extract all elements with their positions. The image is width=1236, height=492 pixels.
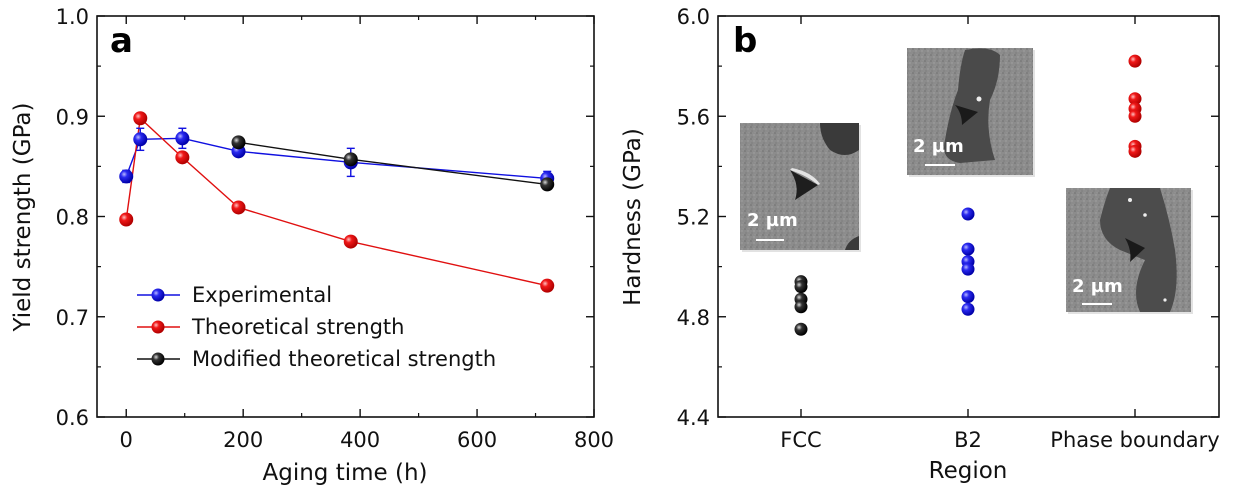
data-point-experimental <box>133 132 148 147</box>
indent-mark <box>1125 238 1145 262</box>
data-point-modified-theoretical-strength <box>540 177 555 192</box>
plot-b-ticks: FCC B2 Phase boundary 4.4 4.8 5.2 5.6 6.0 <box>677 5 1220 452</box>
scale-bar-label-b2: 2 µm <box>913 136 964 157</box>
x-tick-label-a: 0 <box>120 428 133 452</box>
scale-bar-label-phase-boundary: 2 µm <box>1072 276 1123 297</box>
data-point-experimental <box>119 169 134 184</box>
indent-mark <box>790 170 818 200</box>
panel-label-a: a <box>110 21 133 61</box>
x-tick-label-a: 800 <box>574 428 614 452</box>
x-axis-title-b: Region <box>929 458 1008 484</box>
data-point-phase-boundary <box>1128 54 1142 68</box>
scale-bar-label-fcc: 2 µm <box>747 210 798 231</box>
data-point-modified-theoretical-strength <box>343 152 358 167</box>
y-tick-label-a: 0.8 <box>56 206 89 230</box>
legend-label-modified: Modified theoretical strength <box>192 347 496 371</box>
y-tick-label-a: 1.0 <box>56 5 89 29</box>
y-axis-title-b: Hardness (GPa) <box>620 128 646 306</box>
sem-inset-fcc: 2 µm <box>740 123 861 252</box>
plot-a-points <box>119 111 555 293</box>
data-point-theoretical-strength <box>175 150 190 165</box>
data-point-theoretical-strength <box>119 212 134 227</box>
legend-a: Experimental Theoretical strength Modifi… <box>137 283 496 371</box>
x-tick-label-b: FCC <box>780 428 821 452</box>
series-line-theoretical-strength <box>125 116 548 287</box>
data-point-experimental <box>175 131 190 146</box>
legend-item-theoretical: Theoretical strength <box>137 315 404 339</box>
y-tick-label-b: 5.2 <box>677 206 710 230</box>
x-tick-label-a: 400 <box>340 428 380 452</box>
y-tick-label-b: 5.6 <box>677 105 710 129</box>
data-point-theoretical-strength <box>133 111 148 126</box>
panel-a: 0 200 400 600 800 0.6 0.7 0.8 0.9 1.0 a Aging tim… <box>10 5 614 486</box>
legend-marker-modified <box>151 352 165 366</box>
legend-item-experimental: Experimental <box>137 283 332 307</box>
plot-b-points <box>794 54 1142 336</box>
y-tick-label-a: 0.9 <box>56 105 89 129</box>
data-point-theoretical-strength <box>231 200 246 215</box>
data-point-fcc <box>794 280 808 294</box>
plot-a-lines <box>125 116 548 287</box>
data-point-phase-boundary <box>1128 92 1142 106</box>
data-point-fcc <box>794 322 808 336</box>
x-tick-label-a: 600 <box>457 428 497 452</box>
series-line-modified-theoretical-strength <box>238 141 548 186</box>
data-point-b2 <box>961 302 975 316</box>
panel-label-b: b <box>733 21 757 61</box>
legend-label-experimental: Experimental <box>192 283 332 307</box>
legend-label-theoretical: Theoretical strength <box>191 315 404 339</box>
data-point-phase-boundary <box>1128 144 1142 158</box>
data-point-b2 <box>961 207 975 221</box>
y-tick-label-b: 6.0 <box>677 5 710 29</box>
y-tick-label-a: 0.7 <box>56 306 89 330</box>
legend-item-modified: Modified theoretical strength <box>137 347 496 371</box>
data-point-b2 <box>961 290 975 304</box>
data-point-modified-theoretical-strength <box>231 135 246 150</box>
data-point-theoretical-strength <box>343 234 358 249</box>
data-point-theoretical-strength <box>540 278 555 293</box>
sem-inset-phase-boundary: 2 µm <box>1066 188 1193 314</box>
x-tick-label-b: B2 <box>954 428 982 452</box>
indent-mark <box>955 105 978 125</box>
y-axis-title-a: Yield strength (GPa) <box>10 103 36 333</box>
data-point-b2 <box>961 262 975 276</box>
data-point-b2 <box>961 242 975 256</box>
x-axis-title-a: Aging time (h) <box>262 460 427 486</box>
series-line-experimental <box>125 137 548 180</box>
sem-inset-b2: 2 µm <box>907 48 1035 177</box>
plot-a-ticks: 0 200 400 600 800 0.6 0.7 0.8 0.9 1.0 <box>56 5 614 452</box>
y-tick-label-b: 4.8 <box>677 306 710 330</box>
legend-marker-theoretical <box>151 320 165 334</box>
data-point-fcc <box>794 300 808 314</box>
legend-marker-experimental <box>151 288 165 302</box>
x-tick-label-b: Phase boundary <box>1050 428 1219 452</box>
y-tick-label-b: 4.4 <box>677 406 710 430</box>
data-point-phase-boundary <box>1128 109 1142 123</box>
x-tick-label-a: 200 <box>223 428 263 452</box>
y-tick-label-a: 0.6 <box>56 406 89 430</box>
